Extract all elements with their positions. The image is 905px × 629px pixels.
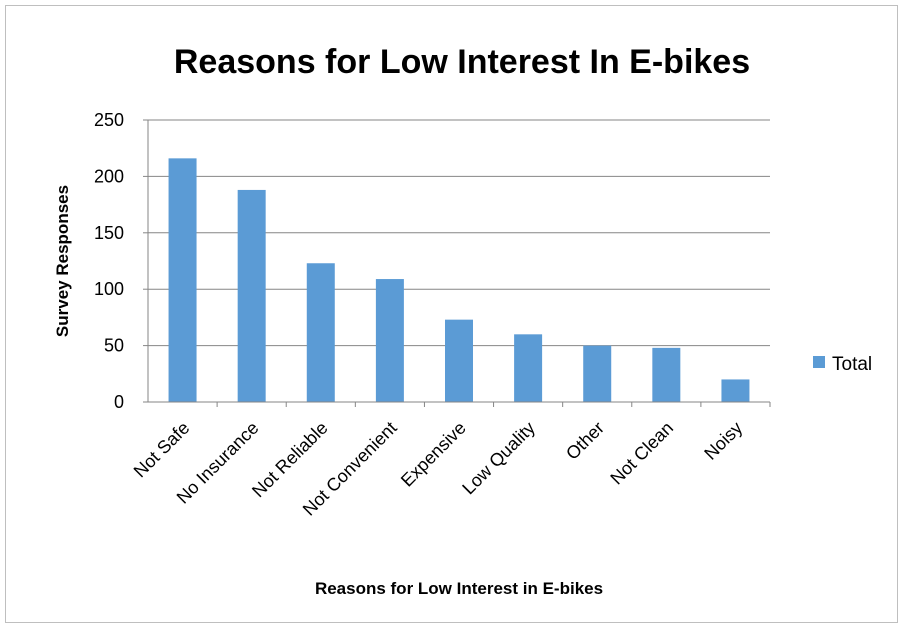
x-tick-label: Noisy [700, 418, 746, 464]
chart-frame [5, 5, 898, 623]
y-tick-label: 150 [94, 223, 124, 243]
y-tick-label: 50 [104, 336, 124, 356]
y-axis-title: Survey Responses [53, 185, 72, 337]
bar [514, 334, 543, 402]
bars [168, 158, 750, 402]
bar [375, 279, 404, 402]
y-tick-label: 200 [94, 166, 124, 186]
legend-swatch [813, 356, 825, 368]
y-tick-label: 100 [94, 279, 124, 299]
bar [652, 347, 681, 402]
bar [583, 345, 612, 402]
y-axis-ticks: 0 50 100 150 200 250 [94, 110, 148, 412]
legend-label: Total [832, 354, 872, 375]
bar [445, 319, 473, 402]
bar [721, 379, 750, 402]
x-tick-label: Expensive [397, 418, 470, 491]
x-tick-label: Not Safe [130, 418, 194, 482]
legend: Total [813, 354, 872, 375]
bar [168, 158, 197, 402]
chart-title: Reasons for Low Interest In E-bikes [174, 43, 750, 81]
x-tick-label: Other [562, 418, 608, 464]
x-tick-label: Low Quality [458, 418, 539, 499]
bar [237, 189, 266, 402]
y-tick-label: 0 [114, 392, 124, 412]
y-tick-label: 250 [94, 110, 124, 130]
x-axis-title: Reasons for Low Interest in E-bikes [315, 579, 603, 598]
bar [306, 263, 335, 402]
x-tick-label: Not Clean [606, 418, 677, 489]
